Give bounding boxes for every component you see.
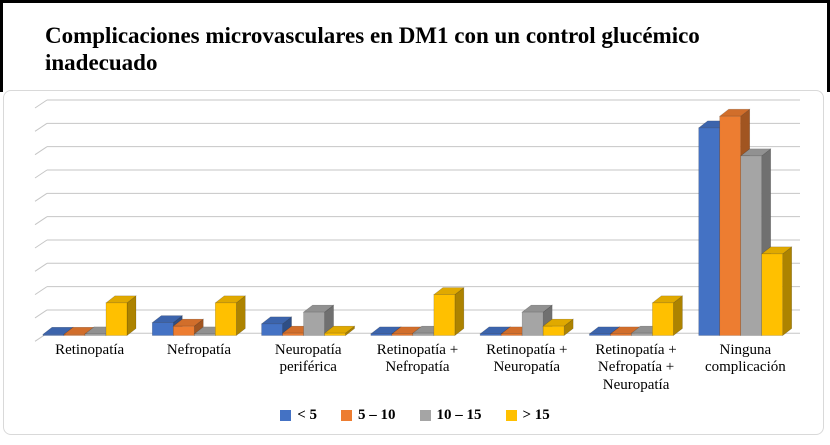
chart-frame: [3, 90, 824, 435]
bar-front: [391, 333, 414, 336]
bar-front: [261, 323, 283, 336]
bar-front: [324, 332, 346, 336]
legend-swatch: [280, 410, 292, 421]
bar-front: [105, 302, 128, 336]
legend-item: > 15: [505, 407, 550, 424]
bar-front: [631, 332, 653, 336]
gridline-bevel: [34, 286, 48, 296]
gridline-bevel: [34, 99, 48, 109]
bar-front: [412, 332, 435, 336]
gridline-bevel: [34, 146, 48, 156]
bar-front: [589, 333, 611, 336]
bar-front: [698, 127, 721, 336]
page-border-right: [827, 0, 830, 92]
bar-front: [151, 322, 174, 336]
bar-front: [370, 333, 393, 336]
page-border-left: [0, 0, 3, 92]
legend: < 5 5 – 10 10 – 15 > 15: [0, 407, 830, 424]
bar-front: [719, 115, 742, 336]
bar-front: [500, 333, 523, 336]
chart-title: Complicaciones microvasculares en DM1 co…: [45, 23, 700, 76]
bar-front: [193, 333, 216, 336]
legend-swatch: [505, 410, 517, 421]
bar-front: [84, 333, 107, 336]
bar-front: [63, 333, 86, 336]
bar-front: [172, 325, 195, 336]
page-border-top: [0, 0, 830, 3]
bar-front: [542, 325, 565, 336]
legend-label: 10 – 15: [436, 407, 482, 423]
gridline-bevel: [34, 262, 48, 272]
legend-label: < 5: [297, 407, 317, 423]
legend-item: 5 – 10: [341, 407, 396, 424]
legend-item: 10 – 15: [419, 407, 482, 424]
gridline-bevel: [34, 216, 48, 226]
bar-side: [782, 246, 793, 337]
legend-label: 5 – 10: [358, 407, 396, 423]
legend-label: > 15: [522, 407, 550, 423]
gridline-bevel: [34, 309, 48, 319]
gridline-bevel: [34, 192, 48, 202]
bar-front: [610, 333, 632, 336]
bar-front: [740, 155, 763, 336]
bar-front: [282, 332, 304, 336]
legend-item: < 5: [280, 407, 317, 424]
gridline-bevel: [34, 239, 48, 249]
legend-swatch: [419, 410, 431, 421]
bar-front: [433, 294, 456, 336]
bar-front: [214, 302, 237, 336]
bar-front: [42, 333, 65, 336]
bar-side: [454, 287, 465, 337]
bar-front: [652, 302, 674, 336]
legend-swatch: [341, 410, 352, 421]
bar-front: [479, 333, 502, 336]
bar-front: [521, 311, 544, 336]
bar-front: [303, 311, 325, 336]
gridline-bevel: [34, 122, 48, 132]
gridline-bevel: [34, 169, 48, 179]
bar-front: [761, 253, 784, 336]
